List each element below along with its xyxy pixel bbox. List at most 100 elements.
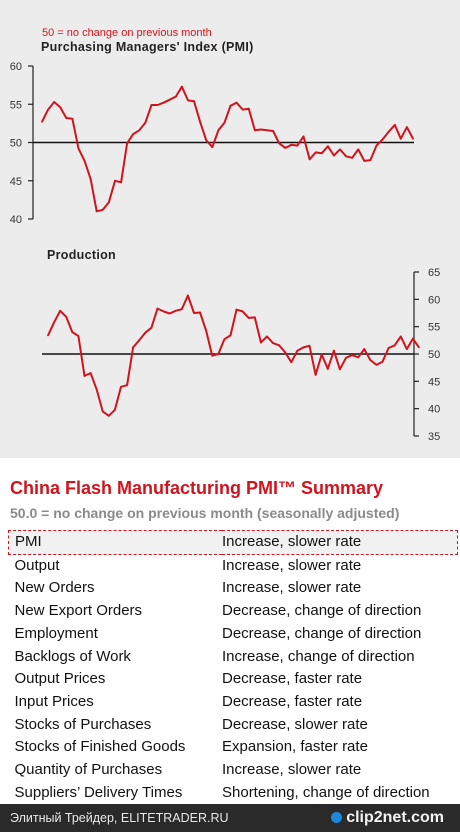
data-point <box>260 341 262 344</box>
data-point <box>399 335 402 338</box>
data-point <box>53 101 56 103</box>
indicator-status: Increase, slower rate <box>222 530 458 555</box>
data-point <box>89 178 92 181</box>
data-point <box>193 100 195 103</box>
series-line <box>41 85 414 213</box>
data-point <box>162 310 165 313</box>
data-point <box>260 128 262 131</box>
data-point <box>211 354 214 357</box>
y-tick-label: 35 <box>428 431 440 443</box>
y-tick-label: 45 <box>428 376 440 388</box>
data-point <box>296 144 299 147</box>
data-point <box>168 98 171 101</box>
data-point <box>77 147 80 150</box>
data-point <box>126 384 128 387</box>
indicator-label: Stocks of Purchases <box>14 715 152 733</box>
data-point <box>107 414 110 417</box>
data-point <box>266 129 268 132</box>
table-row: Stocks of Finished Goods Expansion, faste… <box>9 736 458 759</box>
data-point <box>95 388 98 391</box>
data-point <box>187 294 189 297</box>
data-point <box>351 156 354 159</box>
data-point <box>65 117 68 119</box>
data-point <box>418 346 420 349</box>
data-point <box>272 342 274 344</box>
data-point <box>278 344 280 347</box>
indicator-label: Suppliers’ Delivery Times <box>14 783 183 801</box>
data-point <box>71 117 74 120</box>
data-point <box>41 120 43 123</box>
data-point <box>351 354 353 356</box>
data-point <box>253 316 256 319</box>
y-tick-label: 60 <box>10 61 22 73</box>
indicator-status: Increase, change of direction <box>222 647 415 665</box>
data-point <box>308 344 311 347</box>
data-point <box>59 309 62 312</box>
data-point <box>314 373 317 376</box>
brand-logo: clip2net.com <box>331 809 444 827</box>
data-point <box>369 159 372 162</box>
data-point <box>387 130 390 133</box>
data-point <box>138 129 141 132</box>
data-point <box>302 346 305 349</box>
indicator-label: Input Prices <box>14 692 94 710</box>
data-point <box>254 129 256 132</box>
data-point <box>284 351 287 354</box>
table-row: Output Prices Decrease, faster rate <box>9 668 458 691</box>
table-row: Stocks of Purchases Decrease, slower rate <box>9 714 458 737</box>
brand-label: clip2net.com <box>346 809 444 826</box>
series-line <box>47 294 420 417</box>
data-point <box>156 307 159 310</box>
indicator-status: Decrease, faster rate <box>222 670 363 688</box>
footer-bar: Элитный Трейдер, ELITETRADER.RU clip2net… <box>0 804 460 832</box>
data-point <box>150 104 153 106</box>
data-point <box>290 361 293 364</box>
data-point <box>77 335 80 337</box>
data-point <box>241 108 244 111</box>
data-point <box>229 104 232 107</box>
indicator-status: Decrease, slower rate <box>222 715 368 733</box>
data-point <box>302 135 305 138</box>
summary-subtitle: 50.0 = no change on previous month (seas… <box>10 505 400 521</box>
data-point <box>314 151 317 154</box>
data-point <box>168 312 171 315</box>
table-row: New Export Orders Decrease, change of dir… <box>9 600 458 623</box>
data-point <box>174 309 177 312</box>
data-point <box>399 137 402 140</box>
table-row: PMI Increase, slower rate <box>8 530 458 555</box>
indicator-label: Employment <box>14 624 98 642</box>
data-point <box>247 107 250 110</box>
indicator-status: Increase, slower rate <box>222 761 362 779</box>
indicator-label: PMI <box>8 530 222 555</box>
data-point <box>406 126 408 129</box>
data-point <box>132 346 135 349</box>
table-row: Quantity of Purchases Increase, slower ra… <box>9 759 458 782</box>
data-point <box>144 331 147 334</box>
data-point <box>381 138 384 141</box>
data-point <box>278 142 281 145</box>
y-tick-label: 65 <box>428 267 440 279</box>
data-point <box>156 104 159 106</box>
data-point <box>205 329 208 332</box>
indicator-label: Backlogs of Work <box>14 647 131 665</box>
indicator-status: Increase, slower rate <box>222 579 362 597</box>
data-point <box>138 339 141 342</box>
data-point <box>47 108 49 111</box>
data-point <box>345 356 347 359</box>
indicator-status: Decrease, change of direction <box>222 624 422 642</box>
data-point <box>181 85 183 88</box>
data-point <box>272 130 274 132</box>
data-point <box>114 179 116 182</box>
y-tick-label: 50 <box>428 349 440 361</box>
data-point <box>59 106 62 109</box>
charts-svg: 50 = no change on previous monthPurchasi… <box>10 27 441 443</box>
data-point <box>199 311 201 314</box>
data-point <box>412 137 414 140</box>
indicator-status: Decrease, change of direction <box>222 602 422 620</box>
data-point <box>369 359 372 361</box>
data-point <box>412 337 414 340</box>
data-point <box>363 348 366 350</box>
data-point <box>108 201 110 204</box>
chart-title: Purchasing Managers' Index (PMI) <box>41 40 254 54</box>
data-point <box>83 160 86 162</box>
